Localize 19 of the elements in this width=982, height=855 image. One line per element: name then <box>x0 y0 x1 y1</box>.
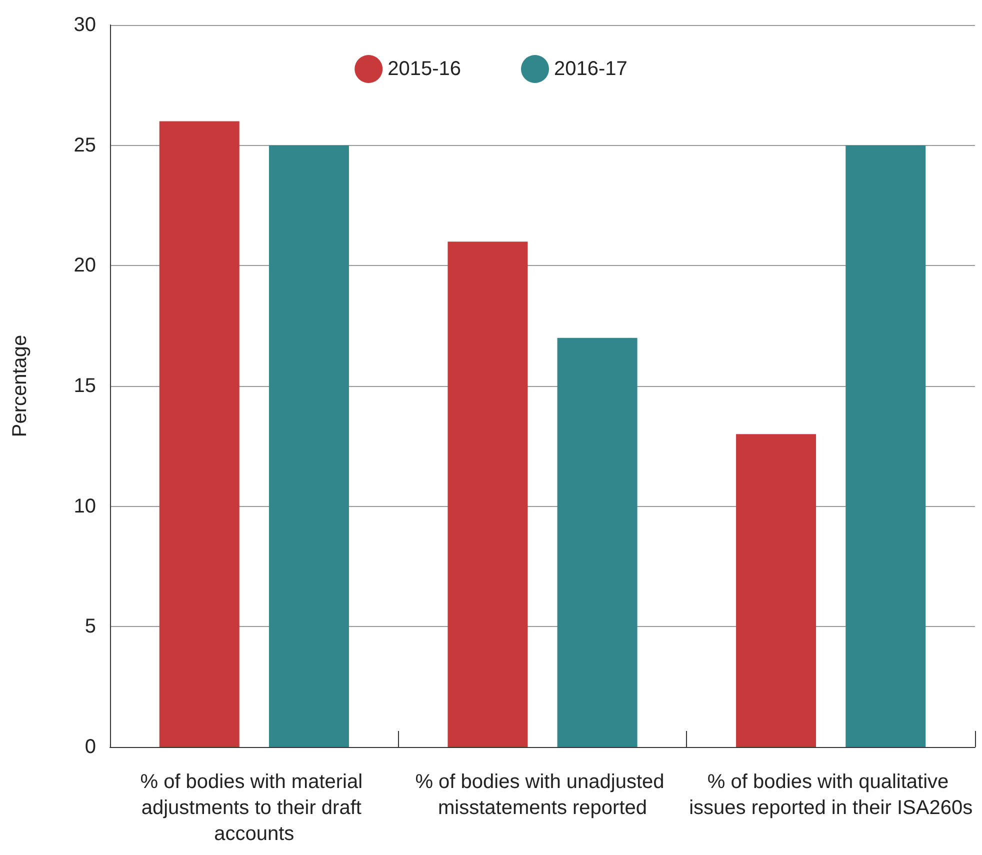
x-tick-label: % of bodies with material adjustments to their draft accounts <box>140 771 368 845</box>
bar <box>557 338 638 747</box>
legend-label: 2015-16 <box>388 58 462 80</box>
y-tick-label: 30 <box>74 14 96 36</box>
bar <box>736 434 816 747</box>
bar <box>448 242 528 747</box>
y-tick-label: 5 <box>84 616 96 638</box>
y-axis-title: Percentage <box>9 334 31 438</box>
x-tick-label: % of bodies with qualitative issues reported in their ISA260s <box>689 771 973 819</box>
legend-label: 2016-17 <box>554 58 628 80</box>
bar <box>268 145 349 747</box>
y-tick-label: 20 <box>74 254 96 277</box>
x-tick-label: % of bodies with unadjusted misstatements reported <box>415 771 670 819</box>
y-tick-label: 15 <box>74 375 96 397</box>
bar <box>846 145 926 747</box>
y-tick-label: 0 <box>84 736 96 758</box>
bar <box>159 121 240 747</box>
y-tick-label: 25 <box>74 134 96 156</box>
y-tick-label: 10 <box>74 495 96 518</box>
